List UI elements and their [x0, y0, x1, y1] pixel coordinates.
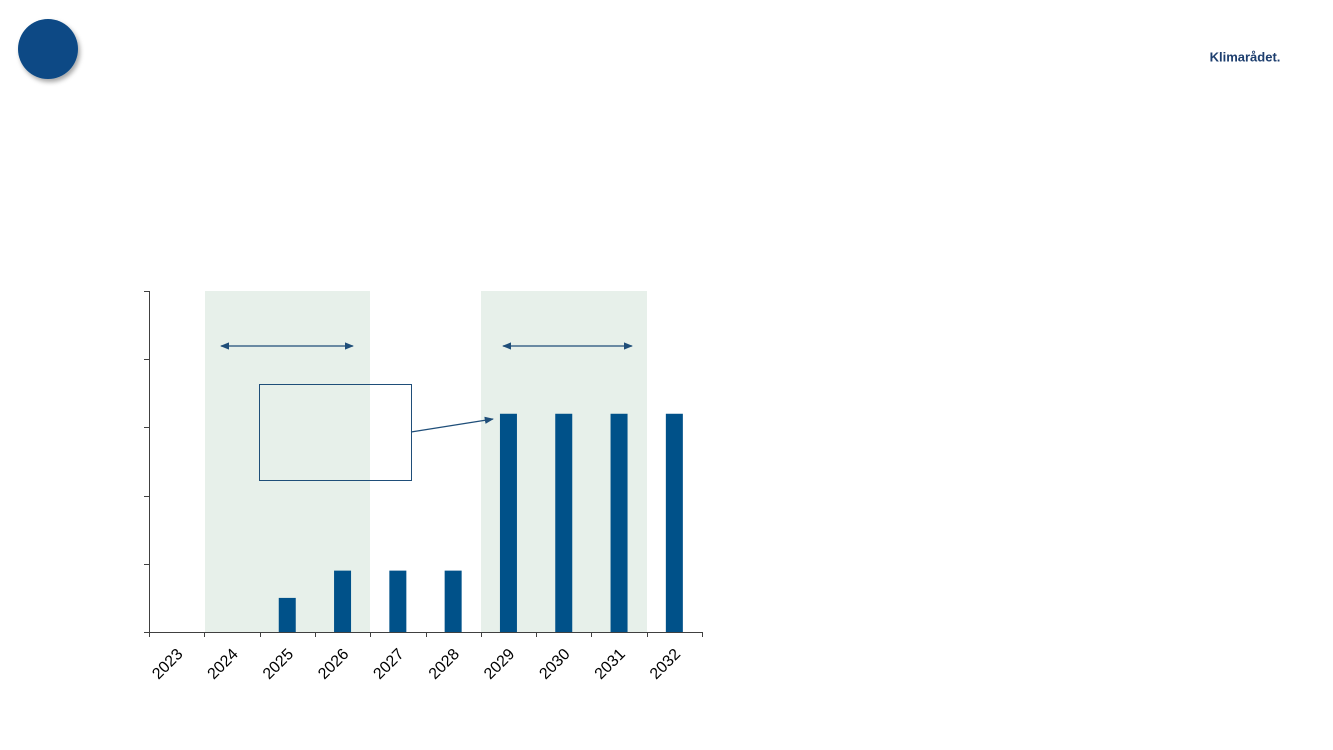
x-tick-label: 2031: [592, 646, 629, 683]
bar: [499, 413, 517, 632]
x-tick-label: 2029: [481, 646, 518, 683]
badge: [18, 19, 78, 79]
x-tick-label: 2028: [426, 646, 463, 683]
bar: [555, 413, 573, 632]
bar: [389, 570, 407, 632]
x-tick-label: 2024: [205, 646, 242, 683]
bar: [665, 413, 683, 632]
bar: [610, 413, 628, 632]
x-tick-label: 2023: [149, 646, 186, 683]
logo: Klimarådet.: [1210, 49, 1281, 64]
bar: [278, 597, 296, 632]
x-tick-label: 2027: [370, 646, 407, 683]
x-tick-label: 2032: [647, 646, 684, 683]
x-tick-label: 2030: [536, 646, 573, 683]
bar: [444, 570, 462, 632]
bar: [334, 570, 352, 632]
x-tick-label: 2025: [260, 646, 297, 683]
annotation-arrow: [410, 416, 494, 433]
x-tick-label: 2026: [315, 646, 352, 683]
